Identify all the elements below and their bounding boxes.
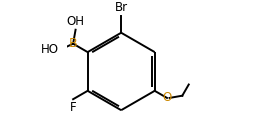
- Text: F: F: [70, 101, 77, 114]
- Text: HO: HO: [41, 43, 59, 56]
- Text: OH: OH: [67, 15, 85, 28]
- Text: Br: Br: [115, 1, 128, 14]
- Text: B: B: [69, 37, 77, 50]
- Text: O: O: [162, 91, 172, 104]
